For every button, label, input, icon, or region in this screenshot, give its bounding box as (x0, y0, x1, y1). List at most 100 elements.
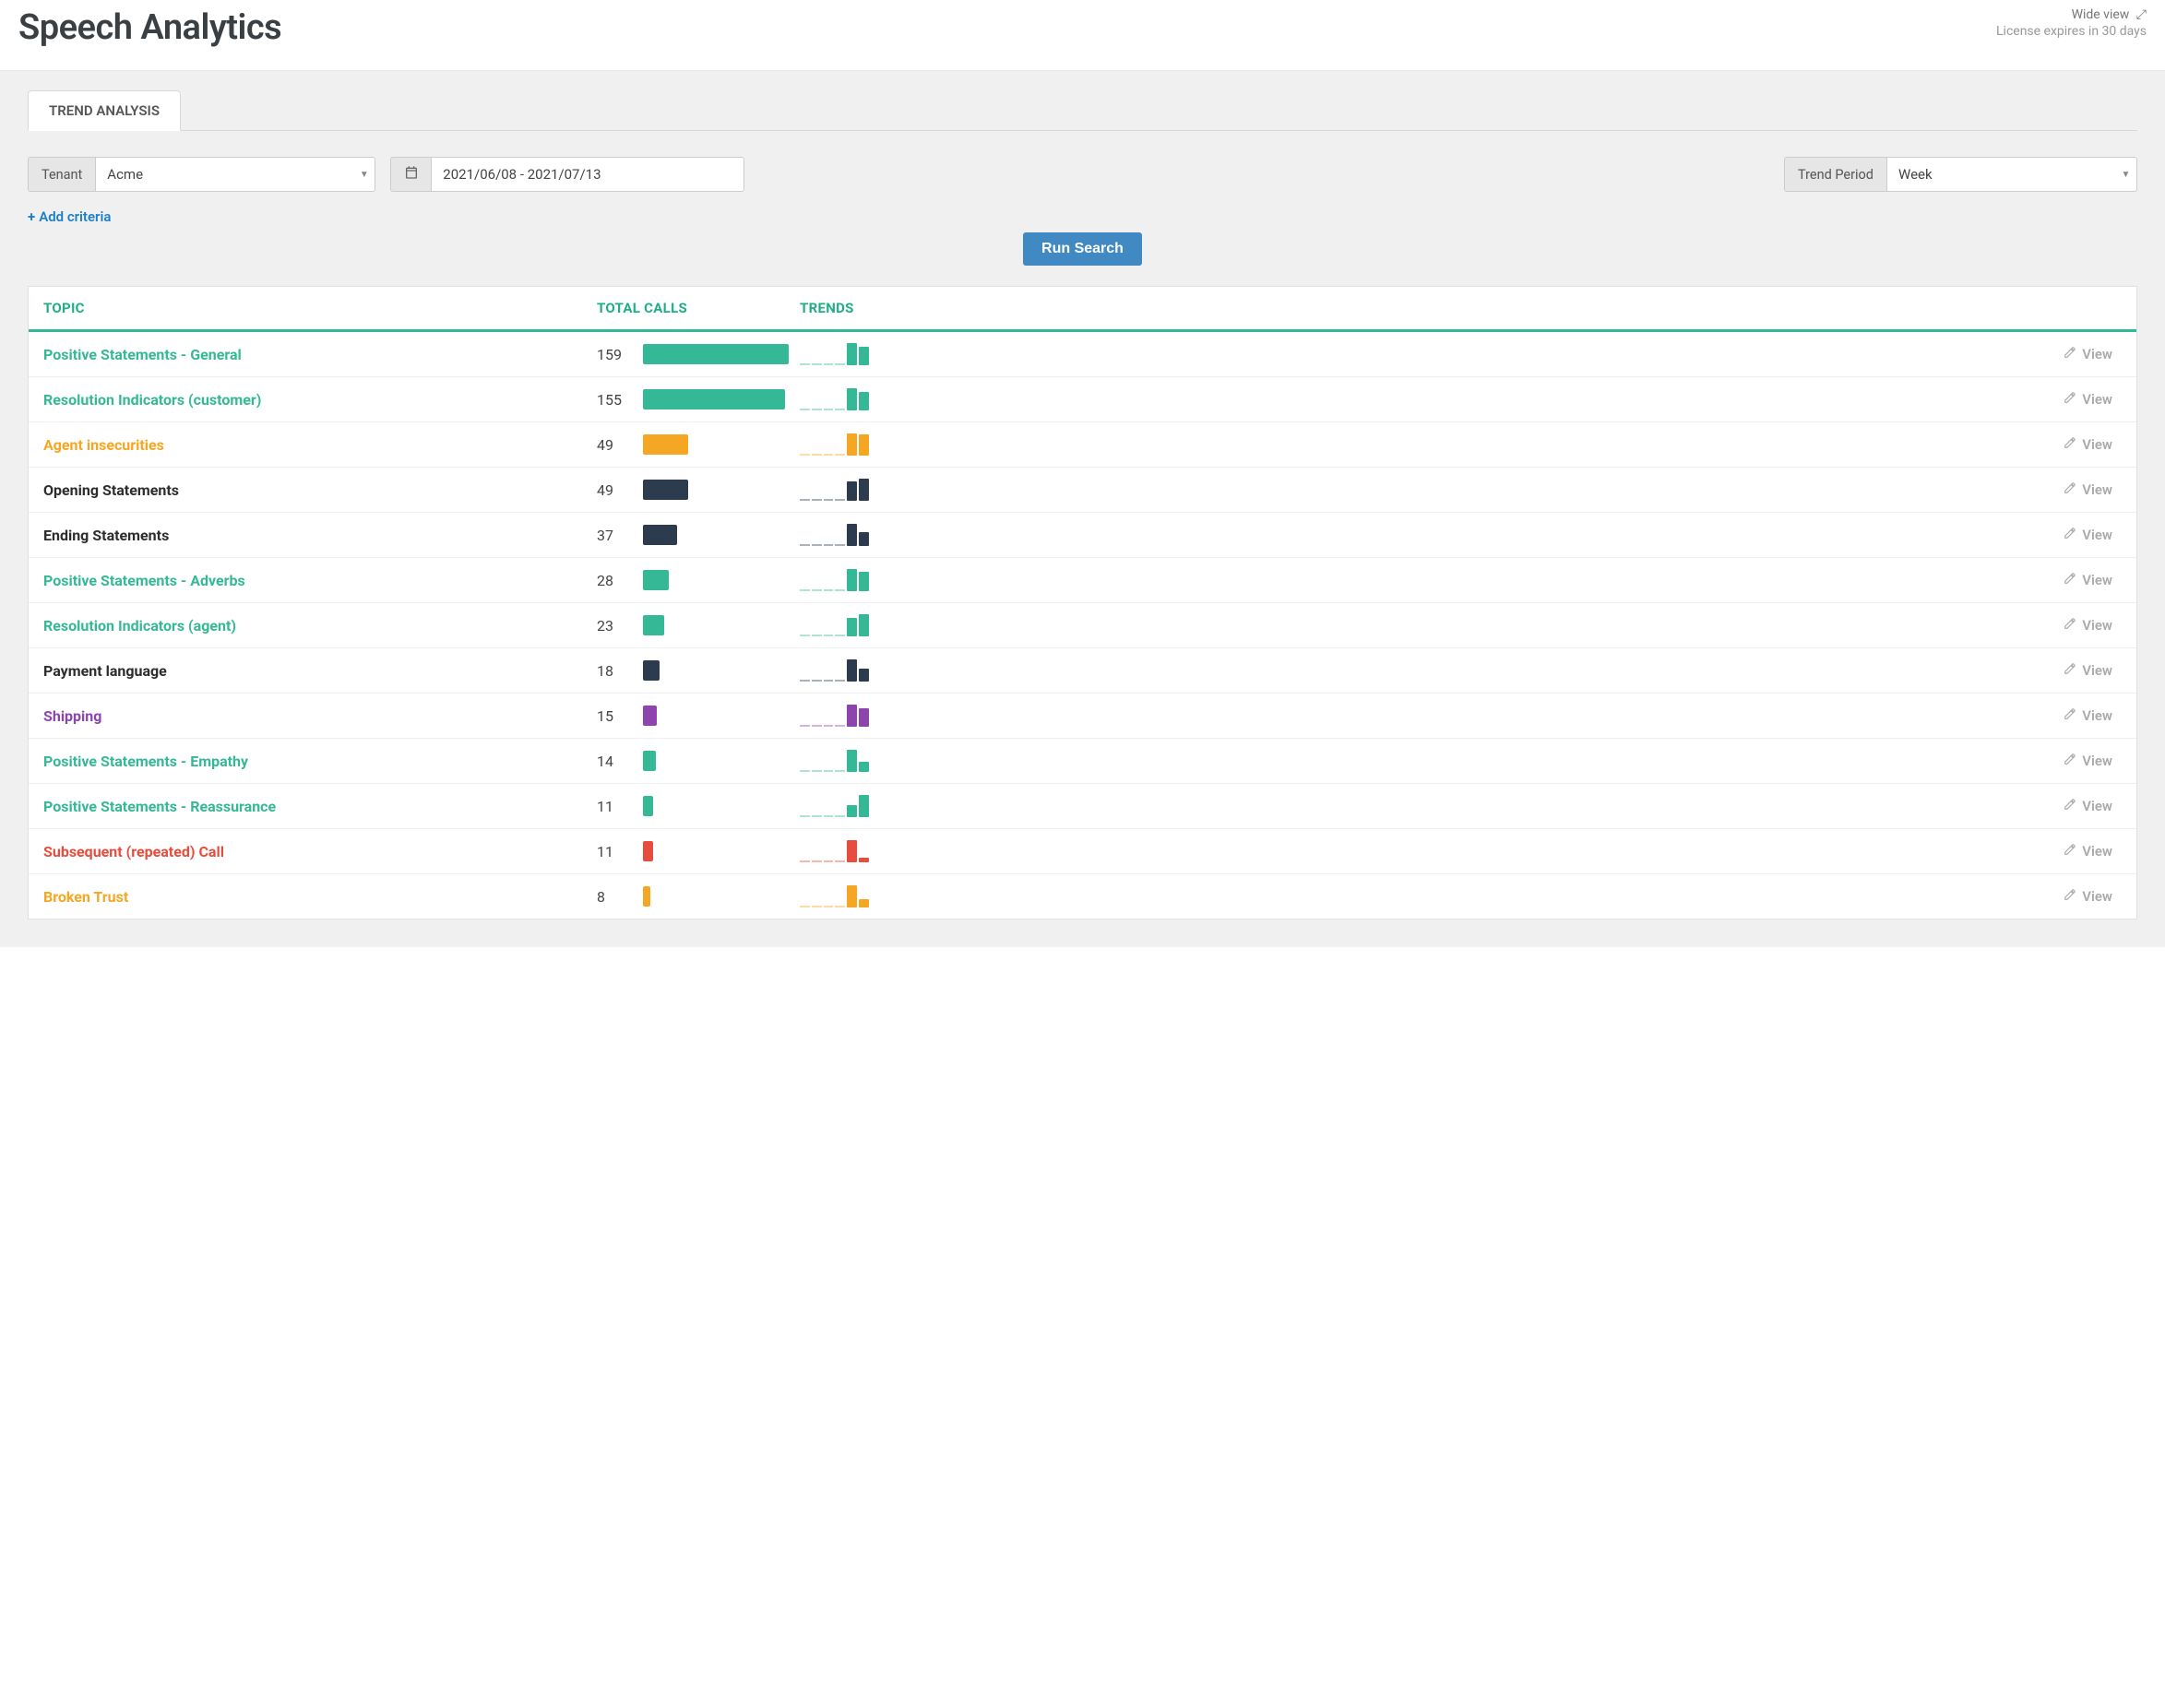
total-calls-value: 11 (597, 843, 643, 860)
topic-link[interactable]: Agent insecurities (43, 436, 164, 454)
table-row: Positive Statements - Empathy 14 View (29, 738, 2136, 783)
total-calls-bar (643, 615, 800, 635)
view-label: View (2082, 527, 2112, 543)
total-calls-value: 11 (597, 798, 643, 815)
table-row: Positive Statements - Adverbs 28 View (29, 557, 2136, 602)
total-calls-bar (643, 796, 800, 816)
view-button[interactable]: View (2064, 617, 2112, 634)
trend-sparkline (800, 433, 869, 456)
tab-bar: TREND ANALYSIS (28, 71, 2137, 131)
view-label: View (2082, 481, 2112, 498)
table-row: Positive Statements - General 159 View (29, 332, 2136, 376)
trend-period-filter: Trend Period Week ▼ (1784, 157, 2137, 192)
view-label: View (2082, 707, 2112, 724)
trend-sparkline (800, 840, 869, 862)
add-criteria-link[interactable]: +Add criteria (28, 208, 2137, 225)
edit-icon (2064, 436, 2076, 453)
total-calls-bar (643, 525, 800, 545)
view-button[interactable]: View (2064, 662, 2112, 679)
view-button[interactable]: View (2064, 346, 2112, 362)
results-table: TOPIC TOTAL CALLS TRENDS Positive Statem… (28, 286, 2137, 919)
trend-period-select[interactable]: Week (1886, 157, 2115, 192)
add-criteria-label: Add criteria (39, 208, 111, 225)
chevron-down-icon[interactable]: ▼ (2115, 157, 2137, 192)
table-row: Broken Trust 8 View (29, 873, 2136, 919)
topic-link[interactable]: Subsequent (repeated) Call (43, 843, 224, 860)
chevron-down-icon[interactable]: ▼ (353, 157, 375, 192)
table-row: Payment language 18 View (29, 647, 2136, 693)
trend-period-label: Trend Period (1784, 157, 1886, 192)
total-calls-value: 15 (597, 707, 643, 725)
view-button[interactable]: View (2064, 572, 2112, 588)
license-expiry: License expires in 30 days (1996, 24, 2147, 39)
view-button[interactable]: View (2064, 527, 2112, 543)
topic-link[interactable]: Payment language (43, 662, 167, 680)
trend-sparkline (800, 343, 869, 365)
topic-link[interactable]: Positive Statements - Adverbs (43, 572, 245, 589)
view-label: View (2082, 662, 2112, 679)
table-row: Opening Statements 49 View (29, 467, 2136, 512)
view-button[interactable]: View (2064, 436, 2112, 453)
view-label: View (2082, 436, 2112, 453)
trend-sparkline (800, 885, 869, 907)
trend-sparkline (800, 569, 869, 591)
view-button[interactable]: View (2064, 391, 2112, 408)
th-trends[interactable]: TRENDS (800, 300, 929, 316)
view-button[interactable]: View (2064, 481, 2112, 498)
view-button[interactable]: View (2064, 843, 2112, 860)
topic-link[interactable]: Shipping (43, 707, 101, 725)
table-row: Positive Statements - Reassurance 11 Vie… (29, 783, 2136, 828)
table-header: TOPIC TOTAL CALLS TRENDS (29, 287, 2136, 332)
topic-link[interactable]: Opening Statements (43, 481, 179, 499)
total-calls-value: 159 (597, 346, 643, 363)
total-calls-value: 23 (597, 617, 643, 635)
expand-icon: ⤢ (2136, 7, 2147, 22)
topic-link[interactable]: Resolution Indicators (customer) (43, 391, 261, 409)
topic-link[interactable]: Broken Trust (43, 888, 128, 906)
edit-icon (2064, 888, 2076, 905)
view-button[interactable]: View (2064, 798, 2112, 814)
view-button[interactable]: View (2064, 888, 2112, 905)
filter-row: Tenant Acme ▼ 2021/06/08 - 2021/07/13 Tr… (28, 157, 2137, 192)
edit-icon (2064, 391, 2076, 408)
tab-trend-analysis[interactable]: TREND ANALYSIS (28, 90, 181, 131)
calendar-icon (390, 157, 431, 192)
total-calls-bar (643, 886, 800, 907)
view-button[interactable]: View (2064, 753, 2112, 769)
view-label: View (2082, 391, 2112, 408)
view-label: View (2082, 888, 2112, 905)
page-title: Speech Analytics (18, 7, 281, 48)
total-calls-bar (643, 706, 800, 726)
th-total-calls[interactable]: TOTAL CALLS (597, 300, 800, 316)
edit-icon (2064, 617, 2076, 634)
topic-link[interactable]: Resolution Indicators (agent) (43, 617, 236, 635)
table-row: Agent insecurities 49 View (29, 421, 2136, 467)
total-calls-value: 155 (597, 391, 643, 409)
table-row: Ending Statements 37 View (29, 512, 2136, 557)
total-calls-value: 14 (597, 753, 643, 770)
total-calls-bar (643, 751, 800, 771)
table-row: Resolution Indicators (customer) 155 Vie… (29, 376, 2136, 421)
edit-icon (2064, 753, 2076, 769)
tenant-select[interactable]: Acme (95, 157, 353, 192)
view-label: View (2082, 346, 2112, 362)
edit-icon (2064, 481, 2076, 498)
content-area: TREND ANALYSIS Tenant Acme ▼ 2021/06/08 … (0, 71, 2165, 947)
view-button[interactable]: View (2064, 707, 2112, 724)
topic-link[interactable]: Positive Statements - Reassurance (43, 798, 276, 815)
edit-icon (2064, 527, 2076, 543)
topic-link[interactable]: Ending Statements (43, 527, 169, 544)
table-row: Subsequent (repeated) Call 11 View (29, 828, 2136, 873)
edit-icon (2064, 572, 2076, 588)
wide-view-toggle[interactable]: Wide view ⤢ (1996, 7, 2147, 22)
edit-icon (2064, 707, 2076, 724)
edit-icon (2064, 662, 2076, 679)
topic-link[interactable]: Positive Statements - General (43, 346, 242, 363)
th-topic[interactable]: TOPIC (43, 300, 597, 316)
trend-sparkline (800, 479, 869, 501)
run-search-button[interactable]: Run Search (1023, 232, 1142, 266)
total-calls-bar (643, 434, 800, 455)
topic-link[interactable]: Positive Statements - Empathy (43, 753, 248, 770)
date-range-input[interactable]: 2021/06/08 - 2021/07/13 (431, 157, 744, 192)
trend-sparkline (800, 795, 869, 817)
